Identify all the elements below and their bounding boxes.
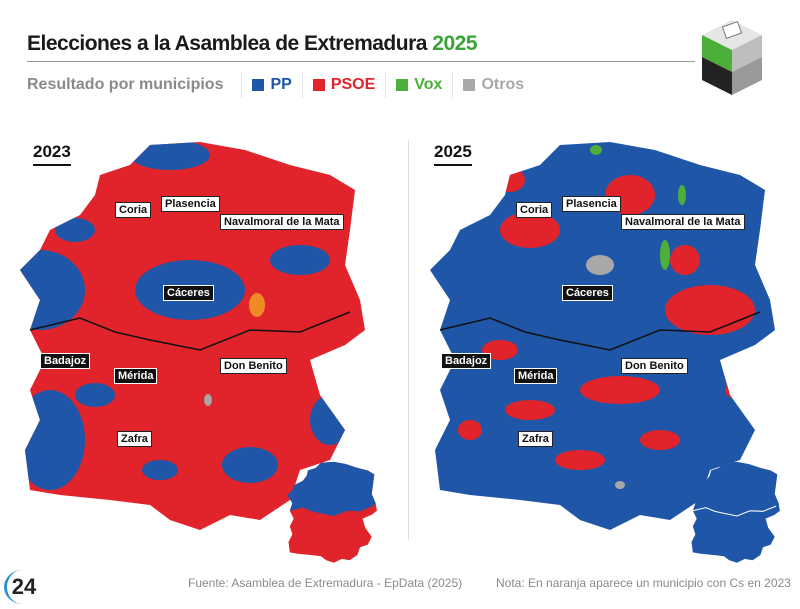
page-title: Elecciones a la Asamblea de Extremadura …: [27, 32, 477, 56]
legend-item-vox: Vox: [385, 72, 452, 98]
legend-label: Otros: [481, 76, 525, 93]
place-label-navalmoral: Navalmoral de la Mata: [621, 214, 745, 230]
legend-item-otros: Otros: [452, 72, 534, 98]
place-label-navalmoral: Navalmoral de la Mata: [220, 214, 344, 230]
title-year: 2025: [432, 32, 477, 55]
place-label-plasencia: Plasencia: [562, 196, 621, 212]
year-label-2023: 2023: [33, 142, 71, 166]
maps-divider: [408, 140, 409, 540]
ballot-box-logo: [702, 20, 762, 95]
map-2025: [430, 142, 780, 563]
vox-swatch: [396, 79, 409, 91]
place-label-zafra: Zafra: [518, 431, 553, 447]
place-label-zafra: Zafra: [117, 431, 152, 447]
legend-title: Resultado por municipios: [27, 76, 224, 93]
place-label-don-benito: Don Benito: [220, 358, 287, 374]
legend-label: PSOE: [330, 76, 376, 93]
place-label-coria: Coria: [516, 202, 553, 218]
vox-municipalities: [590, 145, 686, 270]
place-label-coria: Coria: [115, 202, 152, 218]
place-label-caceres: Cáceres: [163, 285, 214, 301]
psoe-swatch: [312, 79, 325, 91]
place-label-don-benito: Don Benito: [621, 358, 688, 374]
place-label-caceres: Cáceres: [562, 285, 613, 301]
place-label-merida: Mérida: [114, 368, 158, 384]
title-text: Elecciones a la Asamblea de Extremadura: [27, 32, 427, 55]
year-label-2025: 2025: [434, 142, 472, 166]
title-divider: [27, 61, 695, 62]
legend-item-psoe: PSOE: [301, 72, 385, 98]
place-label-merida: Mérida: [514, 368, 558, 384]
legend: Resultado por municipios PP PSOE Vox Otr…: [27, 72, 534, 98]
pp-swatch: [252, 79, 265, 91]
legend-item-pp: PP: [241, 72, 301, 98]
otros-municipality: [204, 394, 212, 406]
source-text: Fuente: Asamblea de Extremadura - EpData…: [188, 576, 463, 590]
rtve-24h-logo: 24: [4, 570, 41, 604]
place-label-plasencia: Plasencia: [161, 196, 220, 212]
legend-label: Vox: [414, 76, 443, 93]
otros-swatch: [463, 79, 476, 91]
otros-municipalities: [586, 255, 625, 489]
note-text: Nota: En naranja aparece un municipio co…: [496, 576, 791, 590]
inset-map-2023: [287, 461, 377, 563]
place-label-badajoz: Badajoz: [441, 353, 492, 369]
cs-municipality: [249, 293, 265, 317]
place-label-badajoz: Badajoz: [40, 353, 91, 369]
legend-label: PP: [270, 76, 292, 93]
